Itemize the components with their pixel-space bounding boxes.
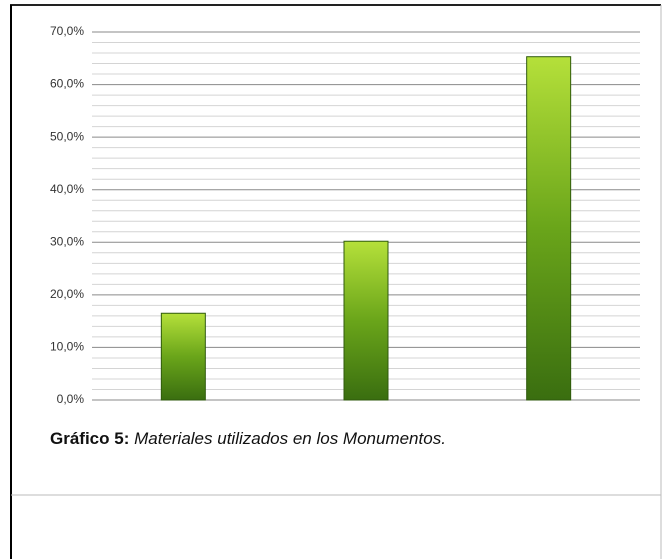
- caption-label: Gráfico 5:: [50, 429, 129, 448]
- y-tick-label: 40,0%: [50, 182, 84, 196]
- y-tick-label: 60,0%: [50, 77, 84, 91]
- caption-text: Materiales utilizados en los Monumentos.: [134, 429, 446, 448]
- y-tick-label: 20,0%: [50, 287, 84, 301]
- y-tick-label: 10,0%: [50, 340, 84, 354]
- bar: [343, 240, 389, 401]
- bar: [526, 56, 572, 401]
- y-tick-label: 30,0%: [50, 234, 84, 248]
- y-tick-label: 50,0%: [50, 129, 84, 143]
- y-tick-label: 0,0%: [57, 392, 85, 406]
- y-tick-label: 70,0%: [50, 24, 84, 38]
- bar: [160, 312, 206, 401]
- caption: Gráfico 5: Materiales utilizados en los …: [50, 429, 446, 448]
